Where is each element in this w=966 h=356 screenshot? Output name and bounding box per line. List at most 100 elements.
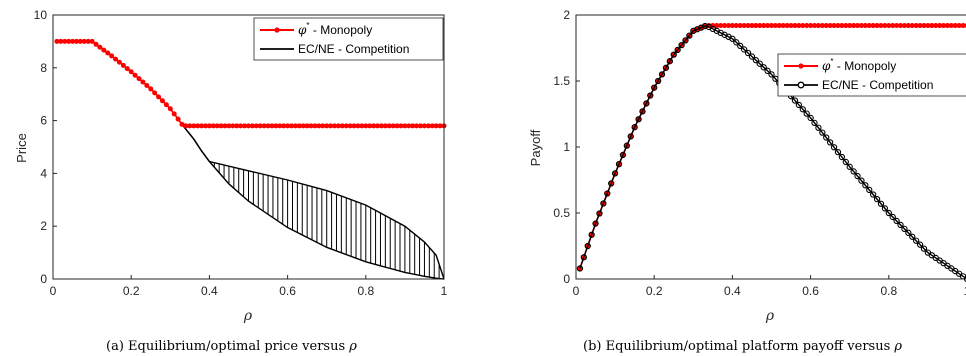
payoff-series-1-point bbox=[752, 56, 760, 64]
price-series-0-point bbox=[378, 123, 384, 129]
payoff-series-1-point bbox=[862, 182, 869, 189]
price-series-0-point bbox=[324, 123, 330, 129]
price-series-0-point bbox=[371, 123, 377, 129]
price-series-0-point bbox=[195, 123, 201, 129]
payoff-series-1-point bbox=[913, 237, 920, 244]
payoff-series-0-point bbox=[878, 23, 884, 29]
payoff-series-1-point bbox=[654, 77, 662, 85]
payoff-series-1-point bbox=[643, 100, 650, 107]
payoff-series-0-point bbox=[718, 23, 724, 29]
payoff-series-1-point bbox=[697, 24, 705, 31]
price-x-tick-label: 0.8 bbox=[357, 284, 374, 298]
payoff-series-0-point bbox=[948, 23, 954, 29]
payoff-series-1-point bbox=[905, 229, 912, 236]
price-series-0-point bbox=[214, 123, 220, 129]
payoff-series-1-point bbox=[729, 35, 736, 42]
payoff-legend-monopoly-marker bbox=[798, 63, 804, 69]
payoff-y-tick-label: 2 bbox=[563, 8, 570, 22]
payoff-series-1-point bbox=[885, 209, 892, 217]
payoff-series-0-point bbox=[757, 23, 763, 29]
payoff-series-0-point bbox=[921, 23, 927, 29]
payoff-series-0-point bbox=[788, 23, 794, 29]
payoff-series-0-point bbox=[823, 23, 829, 29]
payoff-series-0-point bbox=[784, 23, 790, 29]
price-series-0-point bbox=[355, 123, 361, 129]
price-series-0-point bbox=[210, 123, 216, 129]
price-series-0-point bbox=[85, 38, 91, 44]
price-y-axis-label: Price bbox=[14, 133, 29, 163]
payoff-series-1-point bbox=[588, 231, 595, 238]
payoff-series-0-point bbox=[905, 23, 911, 29]
price-series-0-point bbox=[246, 123, 251, 129]
price-series-0-point bbox=[179, 121, 185, 127]
price-x-tick-label: 1 bbox=[441, 284, 448, 298]
price-series-0-point bbox=[163, 102, 169, 108]
price-series-0-point bbox=[73, 38, 79, 44]
payoff-series-0-point bbox=[772, 23, 778, 29]
price-series-0-point bbox=[144, 82, 150, 88]
payoff-series-1-point bbox=[658, 71, 666, 78]
price-series-0-point bbox=[398, 123, 404, 129]
price-series-0-point bbox=[187, 123, 193, 129]
price-series-0-point bbox=[175, 116, 181, 122]
payoff-series-1-point bbox=[881, 205, 889, 212]
payoff-series-0-point bbox=[835, 23, 841, 29]
payoff-series-1-point bbox=[909, 233, 916, 240]
price-legend-competition-label: EC/NE - Competition bbox=[298, 42, 409, 56]
payoff-series-1-point bbox=[651, 84, 658, 91]
payoff-series-1-point bbox=[604, 190, 611, 197]
price-y-tick-label: 8 bbox=[40, 61, 47, 75]
payoff-series-0-point bbox=[917, 23, 923, 29]
payoff-series-0-point bbox=[800, 23, 806, 29]
payoff-x-tick-label: 0.8 bbox=[880, 284, 897, 298]
payoff-series-1-point bbox=[611, 170, 619, 177]
payoff-y-tick-label: 1.5 bbox=[553, 74, 570, 88]
payoff-series-0-point bbox=[745, 23, 751, 29]
payoff-series-1-point bbox=[737, 42, 744, 50]
price-series-0-point bbox=[359, 123, 365, 129]
price-series-0-point bbox=[433, 123, 439, 129]
payoff-y-ticks: 0 0.5 1 1.5 2 bbox=[553, 8, 580, 286]
payoff-series-0-point bbox=[827, 23, 833, 29]
price-series-0-point bbox=[171, 111, 177, 117]
payoff-series-1-point bbox=[584, 242, 591, 250]
price-series-0-point bbox=[89, 38, 95, 44]
price-series-0-point bbox=[285, 123, 291, 129]
price-series-0-point bbox=[382, 123, 388, 129]
payoff-series-1-point bbox=[815, 124, 822, 131]
price-legend-monopoly-marker bbox=[274, 27, 280, 33]
payoff-series-0-point bbox=[851, 23, 857, 29]
price-series-0-point bbox=[328, 123, 334, 129]
price-legend-box bbox=[253, 17, 444, 61]
price-series-0-point bbox=[202, 123, 208, 129]
payoff-series-1-point bbox=[897, 221, 904, 229]
price-series-0-point bbox=[159, 98, 165, 104]
price-series-0-point bbox=[335, 123, 341, 129]
payoff-legend-competition-label: EC/NE - Competition bbox=[822, 78, 933, 92]
price-series-0-point bbox=[347, 123, 353, 129]
payoff-x-ticks: 0 0.2 0.4 0.6 0.8 1 bbox=[573, 275, 966, 298]
price-series-0-point bbox=[410, 123, 416, 129]
price-series-0-point bbox=[425, 123, 431, 129]
payoff-series-1-point bbox=[686, 32, 693, 39]
price-x-ticks: 0 0.2 0.4 0.6 0.8 1 bbox=[50, 275, 448, 298]
payoff-x-tick-label: 0.2 bbox=[646, 284, 663, 298]
price-series-0-point bbox=[265, 123, 271, 129]
price-series-0-point bbox=[273, 123, 279, 129]
price-series-0-point bbox=[101, 47, 107, 53]
payoff-series-0-point bbox=[753, 23, 759, 29]
payoff-series-0-point bbox=[882, 23, 888, 29]
price-series-0-point bbox=[386, 123, 392, 129]
price-series-0-point bbox=[120, 62, 126, 68]
payoff-series-0-point bbox=[843, 23, 849, 29]
price-y-tick-label: 2 bbox=[40, 219, 47, 233]
price-chart-caption: (a) Equilibrium/optimal price versus ρ bbox=[106, 339, 357, 354]
payoff-series-1-point bbox=[674, 46, 681, 53]
price-series-0-point bbox=[109, 53, 115, 59]
payoff-series-1-point bbox=[846, 163, 853, 170]
price-series-0-point bbox=[152, 90, 158, 96]
payoff-series-0-point bbox=[749, 23, 755, 29]
payoff-series-1-point bbox=[803, 110, 810, 117]
price-series-0-point bbox=[238, 123, 244, 129]
price-series-0-point bbox=[429, 123, 435, 129]
